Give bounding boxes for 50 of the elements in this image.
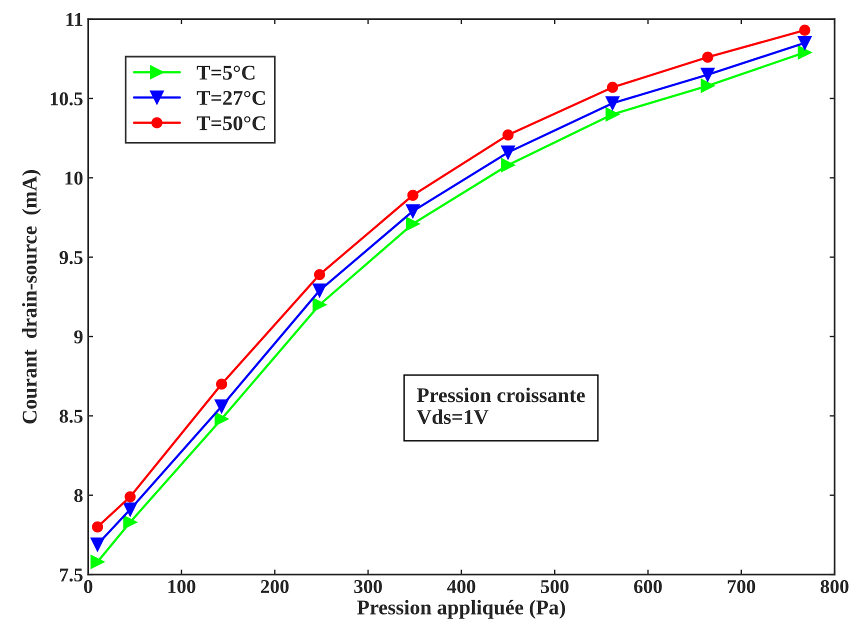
point (606, 82, 618, 93)
legend-label: T=5°C (196, 66, 254, 80)
point (214, 412, 229, 426)
x-tick-label: 800 (820, 580, 848, 594)
y-tick-label: 8 (74, 489, 83, 502)
annotation: Pression croissante Vds=1V (416, 388, 585, 424)
point (92, 521, 104, 533)
point (702, 52, 714, 63)
point (406, 216, 420, 231)
x-tick-label: 500 (540, 580, 569, 594)
x-tick-label: 100 (168, 580, 196, 594)
y-tick-label: 9 (74, 330, 83, 344)
point (606, 107, 620, 122)
point (501, 145, 515, 160)
x-tick-label: 200 (261, 580, 289, 594)
x-tick-label: 0 (84, 580, 92, 594)
y-tick-label: 11 (66, 13, 82, 26)
point (799, 24, 810, 36)
point (312, 284, 327, 298)
point (407, 190, 418, 201)
point (314, 269, 326, 280)
point (798, 45, 812, 60)
y-tick-label: 10.5 (50, 92, 83, 106)
y-axis-title: Courant drain-source (mA) (22, 170, 41, 424)
point (123, 515, 138, 530)
point (798, 36, 812, 50)
point (502, 129, 514, 141)
point (501, 158, 515, 172)
point (406, 204, 420, 218)
legend-label: T=27°C (196, 90, 265, 105)
x-tick-label: 700 (728, 580, 756, 594)
y-tick-label: 9.5 (60, 251, 83, 264)
x-tick-label: 400 (447, 580, 476, 594)
point (214, 399, 229, 414)
point (606, 96, 620, 110)
x-tick-label: 300 (354, 580, 382, 594)
y-tick-label: 8.5 (60, 410, 83, 423)
x-axis-title: Pression appliquée (Pa) (357, 600, 566, 619)
point (700, 68, 715, 82)
point (216, 378, 228, 390)
y-tick-label: 10 (65, 172, 83, 185)
point (90, 554, 104, 569)
y-tick-label: 7.5 (60, 568, 83, 582)
point (700, 78, 715, 93)
point (90, 537, 104, 552)
x-tick-label: 600 (634, 580, 662, 594)
point (123, 502, 138, 516)
legend-label: T=50°C (196, 116, 265, 130)
point (124, 491, 136, 502)
point (312, 298, 327, 312)
